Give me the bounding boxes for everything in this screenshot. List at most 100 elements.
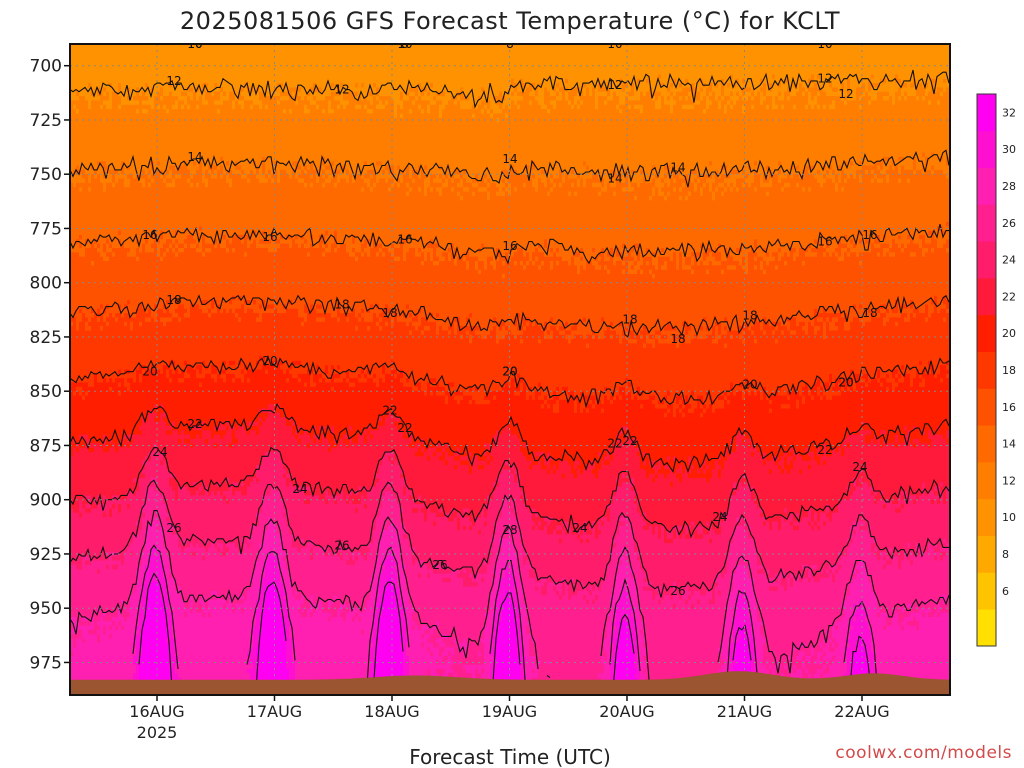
temperature-cell <box>454 178 458 249</box>
temperature-cell <box>508 573 512 592</box>
temperature-cell <box>70 100 74 184</box>
temperature-cell <box>151 365 155 410</box>
temperature-cell <box>502 191 506 197</box>
temperature-cell <box>511 91 515 97</box>
temperature-cell <box>76 386 80 392</box>
temperature-cell <box>499 551 503 579</box>
temperature-cell <box>160 373 164 405</box>
temperature-cell <box>73 187 77 253</box>
temperature-cell <box>283 243 287 305</box>
temperature-cell <box>295 239 299 245</box>
temperature-cell <box>376 161 380 167</box>
temperature-cell <box>418 252 422 258</box>
temperature-cell <box>439 187 443 197</box>
temperature-cell <box>586 165 590 171</box>
temperature-cell <box>256 321 260 362</box>
temperature-cell <box>166 113 170 171</box>
temperature-cell <box>223 44 227 93</box>
temperature-cell <box>163 252 167 258</box>
temperature-cell <box>427 651 431 670</box>
temperature-cell <box>577 399 581 462</box>
temperature-cell <box>190 543 194 553</box>
temperature-cell <box>529 321 533 388</box>
temperature-cell <box>259 543 263 588</box>
temperature-cell <box>79 243 83 249</box>
temperature-cell <box>532 326 536 401</box>
temperature-cell <box>319 304 323 310</box>
temperature-cell <box>232 44 236 93</box>
temperature-cell <box>355 330 359 379</box>
temperature-cell <box>541 577 545 588</box>
temperature-cell <box>544 464 548 470</box>
temperature-cell <box>553 96 557 102</box>
temperature-cell <box>103 313 107 323</box>
temperature-cell <box>364 174 368 180</box>
temperature-cell <box>118 625 122 695</box>
temperature-cell <box>178 321 182 375</box>
temperature-cell <box>214 91 218 102</box>
temperature-cell <box>535 96 539 102</box>
temperature-cell <box>436 642 440 648</box>
temperature-cell <box>115 321 119 379</box>
temperature-cell <box>583 187 587 271</box>
temperature-cell <box>532 252 536 262</box>
temperature-cell <box>505 326 509 332</box>
temperature-cell <box>565 399 569 462</box>
temperature-cell <box>331 447 335 496</box>
temperature-cell <box>388 456 392 462</box>
temperature-cell <box>373 430 377 488</box>
temperature-cell <box>91 386 95 444</box>
temperature-cell <box>430 629 434 635</box>
temperature-cell <box>301 608 305 614</box>
temperature-cell <box>334 96 338 102</box>
temperature-cell <box>556 391 560 397</box>
temperature-cell <box>448 334 452 384</box>
temperature-cell <box>496 478 500 483</box>
temperature-cell <box>547 534 551 583</box>
temperature-cell <box>166 425 170 431</box>
temperature-cell <box>109 621 113 627</box>
temperature-cell <box>76 252 80 332</box>
temperature-cell <box>268 404 272 453</box>
temperature-cell <box>85 625 89 695</box>
temperature-cell <box>109 508 113 518</box>
temperature-cell <box>205 486 209 540</box>
temperature-cell <box>577 91 581 102</box>
temperature-cell <box>472 399 476 457</box>
temperature-cell <box>175 247 179 253</box>
temperature-cell <box>343 169 347 180</box>
temperature-cell <box>436 395 440 444</box>
temperature-cell <box>559 399 563 462</box>
temperature-cell <box>265 451 269 496</box>
temperature-cell <box>421 625 425 635</box>
temperature-cell <box>253 525 257 570</box>
temperature-cell <box>484 104 488 110</box>
temperature-cell <box>445 178 449 188</box>
temperature-cell <box>457 577 461 644</box>
temperature-cell <box>520 499 524 536</box>
temperature-cell <box>277 412 281 453</box>
temperature-cell <box>151 178 155 184</box>
temperature-cell <box>427 638 431 644</box>
temperature-cell <box>88 560 92 566</box>
temperature-cell <box>565 339 569 388</box>
temperature-cell <box>358 382 362 436</box>
temperature-cell <box>229 44 233 93</box>
temperature-cell <box>235 430 239 440</box>
temperature-cell <box>280 499 284 540</box>
temperature-cell <box>502 326 506 340</box>
temperature-cell <box>121 104 125 162</box>
temperature-cell <box>331 109 335 115</box>
temperature-cell <box>157 525 161 531</box>
temperature-cell <box>337 109 341 171</box>
temperature-cell <box>559 87 563 93</box>
temperature-cell <box>376 321 380 327</box>
temperature-cell <box>124 326 128 371</box>
temperature-cell <box>106 91 110 102</box>
temperature-cell <box>334 252 338 319</box>
temperature-cell <box>367 44 371 93</box>
temperature-cell <box>529 564 533 570</box>
temperature-cell <box>82 96 86 171</box>
temperature-cell <box>85 616 89 622</box>
temperature-cell <box>160 247 164 258</box>
